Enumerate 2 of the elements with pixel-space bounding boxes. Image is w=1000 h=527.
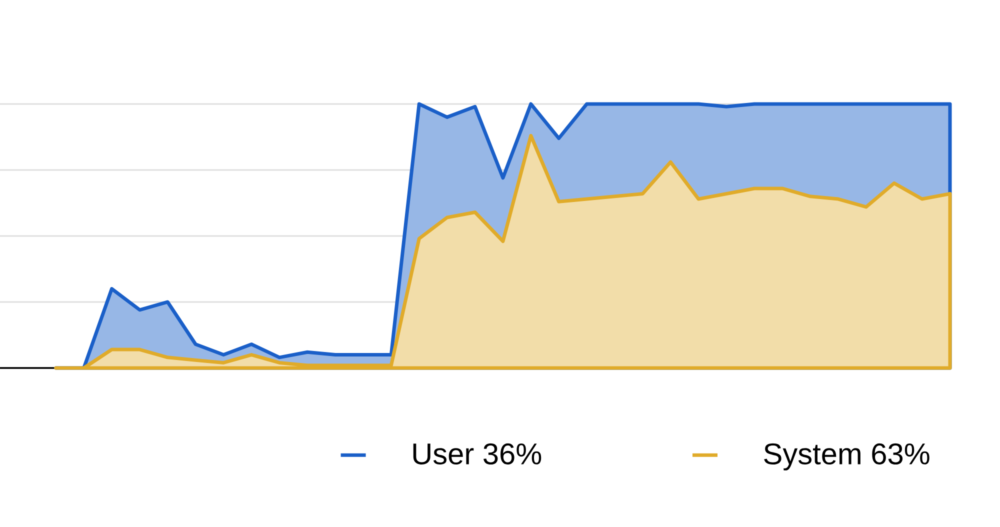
legend-label: User 36%	[413, 443, 542, 465]
legend-label: System 63%	[764, 443, 930, 470]
